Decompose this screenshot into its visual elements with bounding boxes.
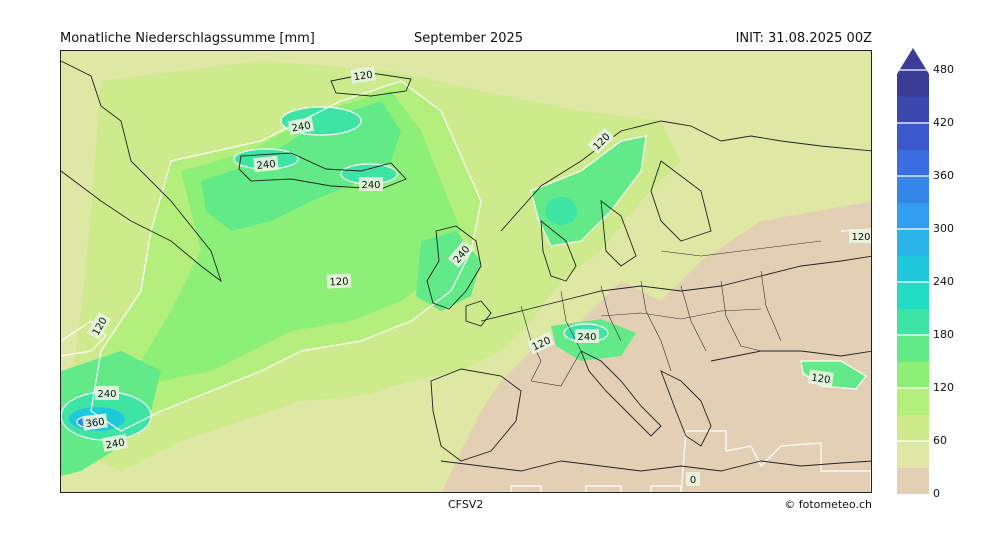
- contour-label: 120: [353, 70, 373, 84]
- contour-label: 360: [85, 417, 105, 431]
- colorbar-tick-label: 420: [933, 116, 954, 129]
- colorbar-segment: [897, 467, 929, 494]
- precip-band-180: [201, 101, 401, 231]
- forecast-period: September 2025: [414, 31, 524, 46]
- contour-label: 240: [291, 120, 312, 134]
- colorbar-segment: [897, 48, 929, 97]
- contour-labels: 120 240 240 240 240 120 120 120 120 240 …: [82, 66, 871, 486]
- init-time: INIT: 31.08.2025 00Z: [735, 31, 872, 46]
- map-title: Monatliche Niederschlagssumme [mm]: [60, 31, 315, 46]
- colorbar-segment: [897, 282, 929, 309]
- colorbar-segment: [897, 123, 929, 150]
- contour-label: 120: [329, 277, 349, 289]
- colorbar-tick-label: 360: [933, 169, 954, 182]
- contour-label: 240: [256, 159, 276, 172]
- contour-label: 240: [577, 332, 596, 343]
- colorbar-segment: [897, 441, 929, 468]
- precipitation-map: 120 240 240 240 240 120 120 120 120 240 …: [60, 50, 872, 493]
- colorbar-segments: [897, 48, 929, 494]
- colorbar-segment: [897, 149, 929, 177]
- colorbar-tick-label: 240: [933, 275, 954, 288]
- colorbar: [897, 48, 929, 494]
- colorbar-tick-label: 60: [933, 434, 947, 447]
- colorbar-tick-label: 180: [933, 328, 954, 341]
- colorbar-segment: [897, 176, 929, 203]
- contour-label: 240: [105, 437, 126, 451]
- colorbar-tick-label: 480: [933, 63, 954, 76]
- colorbar-tick-label: 120: [933, 381, 954, 394]
- colorbar-tick-label: 300: [933, 222, 954, 235]
- colorbar-segment: [897, 361, 929, 389]
- colorbar-segment: [897, 414, 929, 442]
- colorbar-segment: [897, 202, 929, 230]
- colorbar-segment: [897, 96, 929, 124]
- colorbar-segment: [897, 308, 929, 336]
- contour-label: 120: [851, 232, 870, 243]
- colorbar-segment: [897, 388, 929, 415]
- colorbar-segment: [897, 335, 929, 362]
- contour-label: 120: [811, 373, 831, 387]
- colorbar-tick-lines: [897, 69, 929, 442]
- colorbar-segment: [897, 255, 929, 283]
- model-name: CFSV2: [448, 498, 484, 511]
- contour-label: 0: [690, 475, 696, 486]
- credit-text: © fotometeo.ch: [784, 498, 872, 511]
- contour-label: 240: [97, 389, 116, 400]
- colorbar-tick-label: 0: [933, 487, 940, 500]
- precip-band-240: [545, 197, 577, 225]
- contour-label: 240: [361, 180, 380, 191]
- country-borders: [520, 240, 822, 387]
- colorbar-segment: [897, 229, 929, 256]
